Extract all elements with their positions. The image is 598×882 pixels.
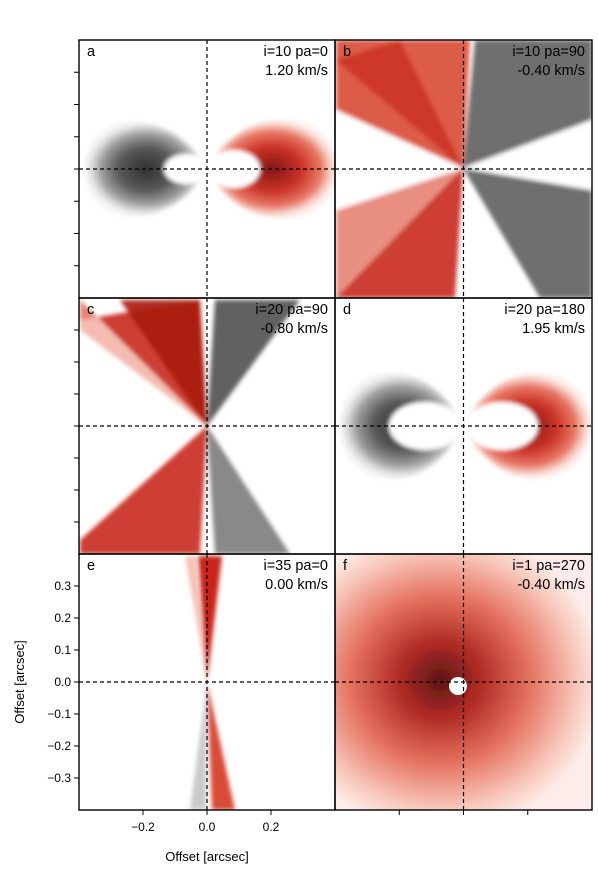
panel-b-letter: b [343,44,351,60]
panel-e-letter: e [87,558,95,574]
panel-d-letter: d [343,302,351,318]
panel-c-letter: c [87,302,94,318]
x-axis-label: Offset [arcsec] [165,849,249,864]
panel-f-letter: f [343,558,348,574]
ytick-label: 0.1 [54,643,71,657]
panel-e-image [185,556,235,810]
panel-d-velocity: 1.95 km/s [522,321,585,337]
panel-b-velocity: -0.40 km/s [517,63,585,79]
panel-c-velocity: -0.80 km/s [260,321,328,337]
ytick-label: 0.3 [54,579,71,593]
panel-e-params: i=35 pa=0 [263,558,328,574]
panel-a-velocity: 1.20 km/s [265,63,328,79]
panel-e-velocity: 0.00 km/s [265,577,328,593]
ytick-label: −0.1 [47,707,71,721]
ytick-label: −0.2 [47,739,71,753]
panel-c-image [80,300,300,554]
panel-b-params: i=10 pa=90 [512,44,585,60]
panel-f-velocity: -0.40 km/s [517,577,585,593]
panel-a-params: i=10 pa=0 [263,44,328,60]
panel-f-image [335,554,592,810]
ytick-label: 0.2 [54,611,71,625]
panel-a-letter: a [87,44,96,60]
panel-b-image [336,40,592,298]
ytick-label: −0.3 [47,771,71,785]
panel-d-params: i=20 pa=180 [504,302,585,318]
ytick-label: 0.0 [54,675,71,689]
xtick-label: 0.0 [199,820,216,834]
panel-d-image [340,372,592,480]
xtick-label: 0.2 [263,820,280,834]
panel-c-params: i=20 pa=90 [255,302,328,318]
panel-f-params: i=1 pa=270 [512,558,585,574]
y-axis-label: Offset [arcsec] [12,640,27,724]
xtick-label: −0.2 [131,820,155,834]
